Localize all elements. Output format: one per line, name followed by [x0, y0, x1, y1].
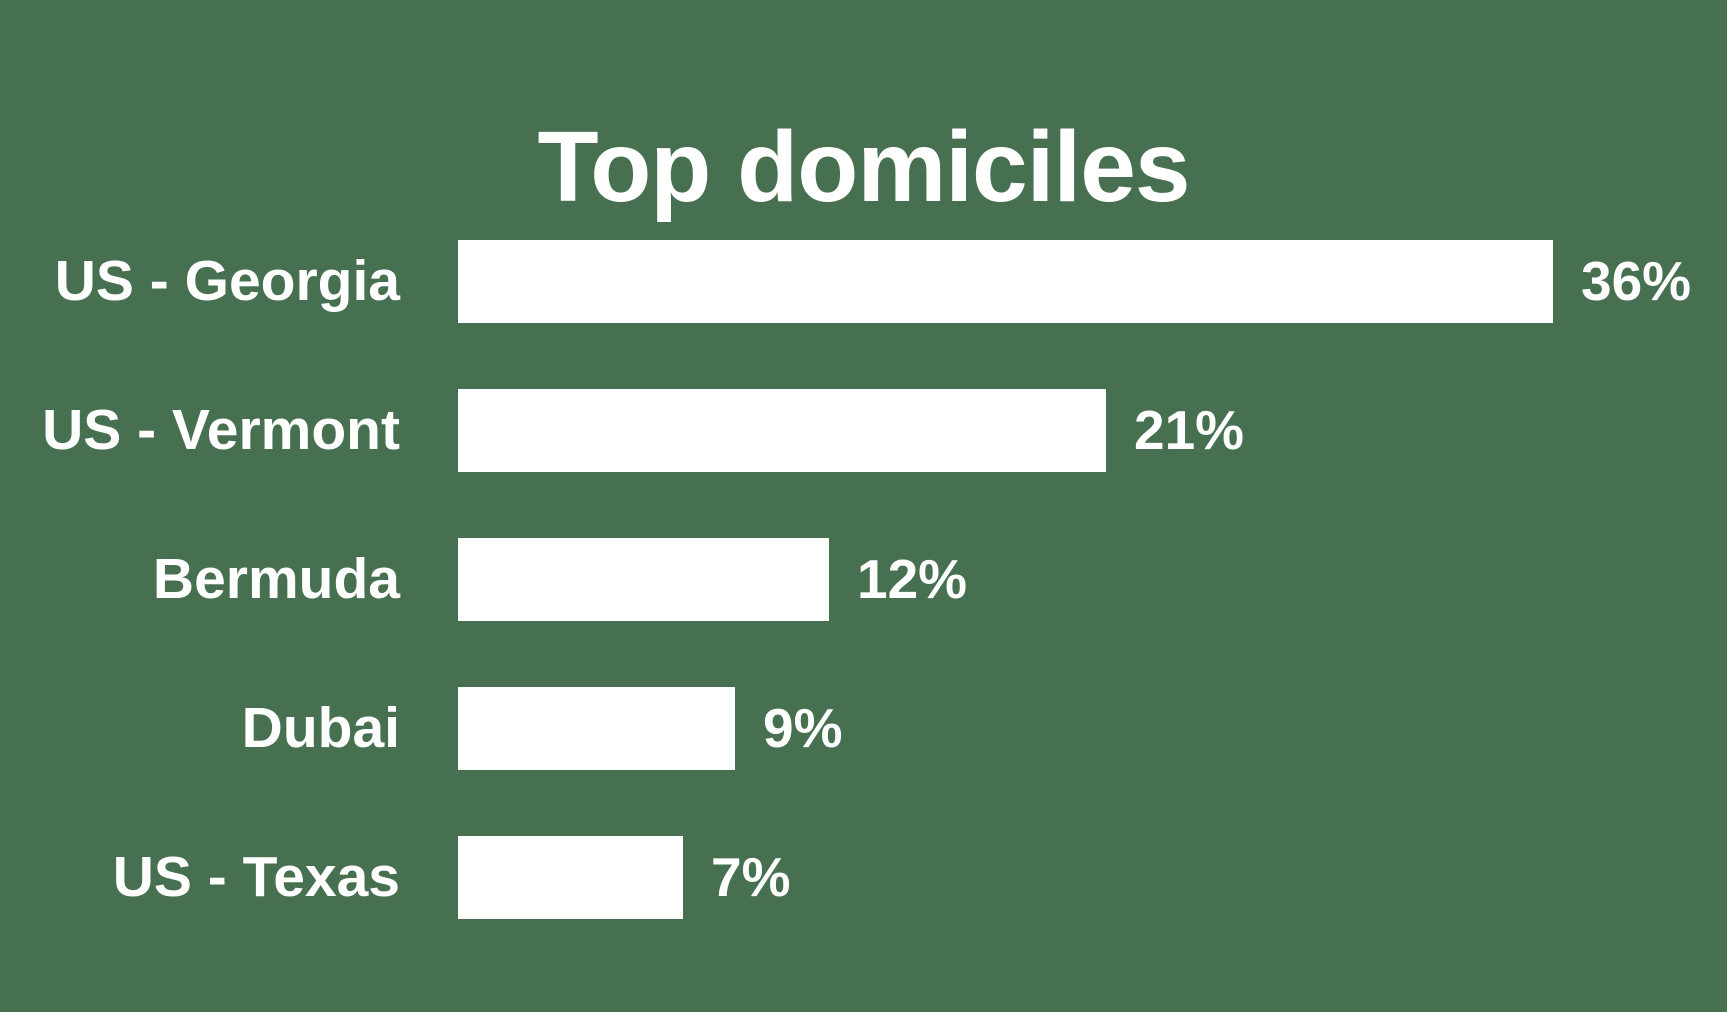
bar	[458, 687, 735, 770]
category-label: US - Vermont	[42, 398, 400, 462]
value-label: 7%	[711, 846, 791, 908]
bar	[458, 836, 683, 919]
value-label: 21%	[1134, 399, 1245, 461]
bar-row: Dubai 9%	[0, 687, 1727, 770]
bar-row: Bermuda 12%	[0, 538, 1727, 621]
bar	[458, 389, 1106, 472]
bar-row: US - Georgia 36%	[0, 240, 1727, 323]
bar-row: US - Texas 7%	[0, 836, 1727, 919]
value-label: 9%	[763, 697, 843, 759]
bar	[458, 538, 829, 621]
bar-row: US - Vermont 21%	[0, 389, 1727, 472]
category-label: US - Texas	[112, 845, 400, 909]
value-label: 12%	[857, 548, 968, 610]
bar-rows-container: US - Georgia 36% US - Vermont 21% Bermuda 12%…	[0, 240, 1727, 985]
bar	[458, 240, 1553, 323]
category-label: Bermuda	[152, 547, 400, 611]
category-label: US - Georgia	[54, 249, 400, 313]
chart-title: Top domiciles	[537, 111, 1191, 223]
value-label: 36%	[1581, 250, 1692, 312]
category-label: Dubai	[241, 696, 400, 760]
